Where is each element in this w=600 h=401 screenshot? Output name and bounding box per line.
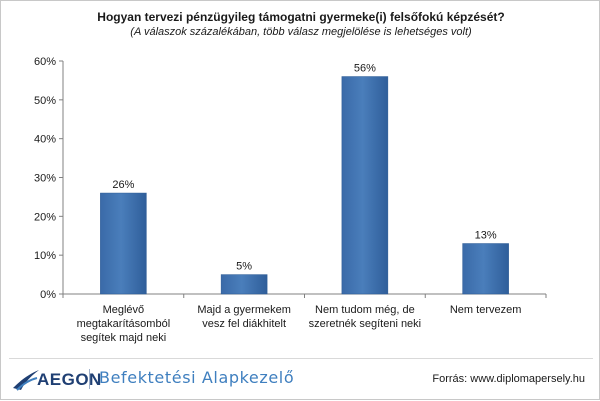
x-category-label-line: segítek majd neki bbox=[80, 332, 167, 344]
chart-subtitle: (A válaszok százalékában, több válasz me… bbox=[130, 26, 472, 38]
x-category-label-line: szeretnék segíteni neki bbox=[308, 318, 422, 330]
x-category-label: Nem tudom még, de szeretnék segíteni neki bbox=[306, 303, 424, 331]
x-category-label-line: Majd a gyermekem bbox=[197, 304, 291, 316]
chart-title: Hogyan tervezi pénzügyileg támogatni gye… bbox=[97, 10, 505, 24]
y-tick-label: 50% bbox=[34, 95, 56, 107]
y-tick-label: 30% bbox=[34, 173, 56, 185]
aegon-swoosh-icon bbox=[13, 370, 39, 391]
bar bbox=[100, 192, 147, 295]
data-label: 26% bbox=[112, 179, 134, 191]
x-category-label-line: Meglévő bbox=[102, 304, 145, 316]
y-tick-label: 20% bbox=[34, 211, 56, 223]
brand-separator bbox=[89, 369, 90, 389]
bar bbox=[462, 243, 509, 295]
y-tick-label: 10% bbox=[34, 250, 56, 262]
footer-divider bbox=[9, 358, 593, 359]
x-category-label: Majd a gyermekem vesz fel diákhitelt bbox=[185, 303, 303, 331]
aegon-logo: AEGON bbox=[11, 366, 101, 392]
data-label: 5% bbox=[236, 261, 252, 273]
x-category-label: Meglévő megtakarításomból segítek majd nek… bbox=[64, 303, 182, 345]
y-tick-label: 0% bbox=[40, 289, 56, 301]
brand-name: Befektetési Alapkezelő bbox=[99, 368, 295, 387]
data-label: 13% bbox=[475, 230, 497, 242]
y-tick-label: 60% bbox=[34, 56, 56, 68]
logo-text: AEGON bbox=[37, 370, 102, 389]
source-text: Forrás: www.diplomapersely.hu bbox=[432, 373, 585, 385]
x-category-label-line: vesz fel diákhitelt bbox=[202, 318, 286, 330]
bar bbox=[220, 274, 268, 295]
bar bbox=[341, 76, 389, 295]
x-category-label-line: Nem tervezem bbox=[449, 304, 522, 316]
x-category-label-line: Nem tudom még, de bbox=[315, 304, 415, 316]
y-tick-label: 40% bbox=[34, 134, 56, 146]
data-label: 56% bbox=[354, 63, 376, 75]
x-category-label-line: megtakarításomból bbox=[76, 318, 171, 330]
x-category-label: Nem tervezem bbox=[427, 303, 545, 317]
